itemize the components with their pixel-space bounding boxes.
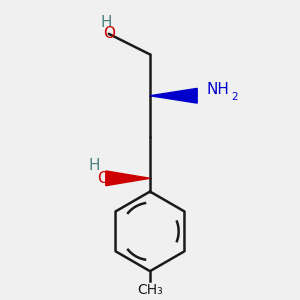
Text: 2: 2	[231, 92, 238, 102]
Text: H: H	[100, 14, 112, 29]
Text: O: O	[97, 171, 109, 186]
Text: O: O	[103, 26, 115, 41]
Text: H: H	[88, 158, 100, 172]
Text: NH: NH	[206, 82, 229, 97]
Polygon shape	[106, 171, 150, 186]
Text: CH₃: CH₃	[137, 283, 163, 297]
Polygon shape	[150, 88, 197, 103]
